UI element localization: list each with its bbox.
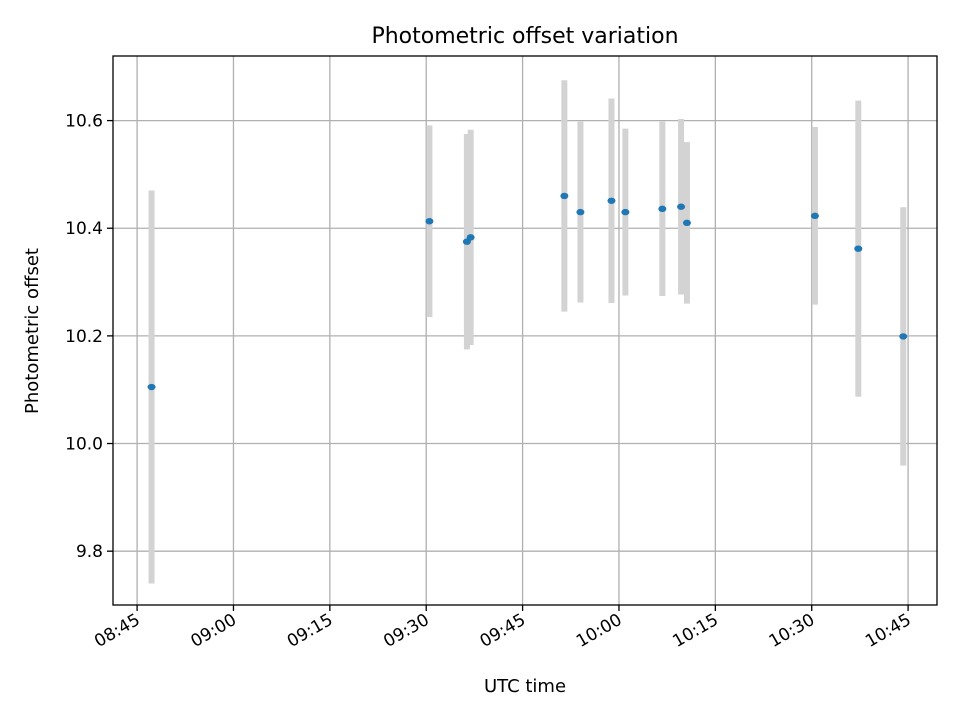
data-point-6 (607, 197, 616, 204)
data-point-10 (682, 219, 691, 227)
data-points (147, 192, 908, 391)
data-point-12 (854, 245, 863, 252)
plot-frame (112, 55, 938, 606)
data-point-7 (621, 208, 630, 216)
data-point-11 (810, 212, 819, 220)
x-tick-label-4: 09:45 (477, 610, 529, 652)
x-axis-label: UTC time (484, 676, 566, 697)
data-point-8 (658, 205, 667, 213)
y-tick-label-0: 9.8 (76, 542, 103, 562)
x-tick-label-8: 10:45 (862, 610, 914, 652)
x-tick-label-3: 09:30 (380, 610, 432, 652)
y-tick-label-3: 10.4 (65, 219, 103, 239)
y-axis-label: Photometric offset (22, 248, 43, 414)
y-axis-ticks: 9.8 10.0 10.2 10.4 10.6 (65, 112, 113, 562)
x-tick-label-5: 10:00 (573, 610, 625, 652)
data-point-1 (425, 218, 434, 225)
data-point-13 (899, 333, 908, 340)
data-point-9 (677, 203, 686, 210)
data-point-0 (147, 383, 156, 391)
x-tick-label-1: 09:00 (188, 610, 240, 652)
y-tick-label-1: 10.0 (65, 435, 103, 455)
x-tick-label-0: 08:45 (91, 610, 143, 652)
x-tick-label-7: 10:30 (766, 610, 818, 652)
x-tick-label-6: 10:15 (669, 610, 721, 652)
error-bars (148, 80, 907, 584)
chart-title: Photometric offset variation (371, 24, 678, 49)
y-tick-label-2: 10.2 (65, 327, 103, 347)
data-point-4 (560, 192, 569, 200)
grid (113, 56, 937, 605)
x-axis-ticks: 08:45 09:00 09:15 09:30 09:45 10:00 10:15 10:30… (91, 605, 915, 652)
data-point-5 (576, 208, 585, 216)
y-tick-label-4: 10.6 (65, 112, 103, 132)
data-point-3 (466, 234, 475, 241)
x-tick-label-2: 09:15 (284, 610, 336, 652)
